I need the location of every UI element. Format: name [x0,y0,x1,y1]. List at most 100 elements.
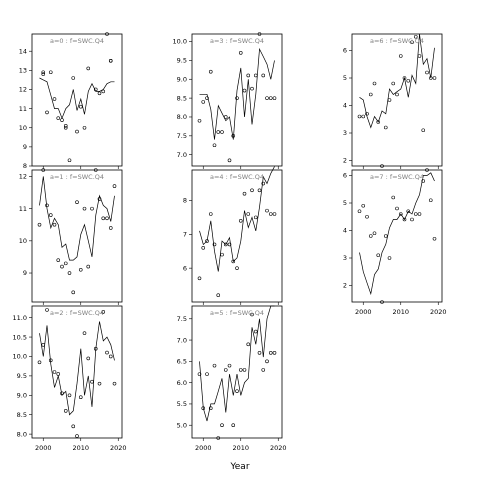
panel-1-point-7 [63,261,68,266]
panel-5-point-7 [223,368,228,372]
panel-3-point-7 [223,115,228,119]
x-axis-title: Year [229,462,249,472]
panel-6-point-2 [365,111,369,116]
panel-6-point-7 [383,125,388,130]
panel-6-point-19 [428,76,433,80]
panel-7-x-tick-label-1: 2010 [392,308,409,316]
panel-7-x-tick-label-2: 2020 [430,308,447,316]
panel-5-y-tick-label-0: 5.0 [177,421,187,429]
panel-3-point-16 [257,32,262,36]
panel-7-point-1 [361,203,366,208]
panel-3-y-tick-label-6: 10.0 [173,38,187,46]
panel-6-point-11 [398,54,403,58]
panel-5-point-14 [250,312,254,317]
panel-4-point-11 [238,218,243,223]
panel-7-point-2 [365,214,369,219]
panel-0-y-tick-label-0: 8 [23,162,27,170]
panel-6-fit-line [359,33,435,129]
panel-5-point-13 [246,342,251,347]
panel-3-point-1 [201,100,206,104]
panel-4-title: a=4 : f=SWC.Q4 [210,173,264,181]
panel-5-x-tick-label-1: 2010 [232,444,249,452]
panel-0-point-10 [71,76,76,80]
panel-2-point-6 [60,391,64,396]
panel-4-point-12 [242,191,247,196]
panel-5-point-2 [205,372,209,376]
panel-0-title: a=0 : f=SWC.Q4 [50,37,104,45]
panel-2-point-17 [101,310,106,314]
panel-2-point-2 [45,308,49,312]
panel-7-point-4 [372,231,377,236]
panel-7-point-15 [413,212,418,216]
panel-6-y-tick-label-3: 5 [343,74,347,82]
panel-4-point-7 [223,242,228,247]
panel-0-point-0 [41,70,46,75]
panel-7-y-tick-label-1: 3 [343,254,347,262]
panel-4-point-5 [216,293,221,298]
panel-1-point-14 [90,206,94,211]
panel-5-frame [191,305,283,439]
panel-3-point-3 [208,69,213,74]
panel-1-y-tick-label-1: 10 [19,237,27,245]
panel-2-point-14 [90,379,94,384]
panel-5-point-0 [197,372,202,376]
panel-4-fit-line [199,166,275,272]
panel-5-title: a=5 : f=SWC.Q4 [210,309,264,317]
panel-2-frame [31,305,123,439]
panel-4-point-4 [212,242,217,247]
panel-4-point-14 [250,188,254,193]
panel-1-fit-line [39,176,115,261]
panel-2-title: a=2 : f=SWC.Q4 [50,309,104,317]
panel-2-x-tick-label-0: 2000 [35,444,52,452]
panel-7-fit-line [359,172,435,296]
panel-7-y-tick-label-3: 5 [343,199,347,207]
panel-5-y-tick-label-4: 7.0 [177,336,187,344]
panel-3-point-15 [253,73,258,78]
panel-0-point-18 [105,32,109,36]
panel-5-point-8 [227,363,232,368]
panel-2-point-16 [97,381,102,386]
panel-3-y-tick-label-0: 7.0 [177,151,187,159]
panel-1-point-2 [45,203,49,208]
panel-1-point-10 [75,200,79,204]
panel-2-point-18 [105,350,109,355]
panel-6-title: a=6 : f=SWC.Q4 [370,37,424,45]
panel-7-point-19 [428,198,433,203]
panel-2-x-tick-label-2: 2020 [110,444,127,452]
panel-0-point-12 [78,104,83,109]
panel-7-y-tick-label-0: 2 [343,282,347,290]
panel-0-point-6 [60,118,64,122]
panel-3-y-tick-label-1: 7.5 [177,132,187,140]
panel-5-point-18 [265,359,269,364]
panel-4-point-16 [257,188,262,193]
panel-6-point-17 [421,128,426,133]
panel-4-y-tick-label-2: 8 [183,197,187,205]
panel-0-fit-line [39,77,115,120]
panel-6-y-tick-label-0: 2 [343,157,347,165]
panel-5-point-11 [238,368,243,372]
panel-2-y-tick-label-6: 11.0 [13,314,27,322]
panel-1-point-9 [71,290,76,295]
panel-7-point-8 [387,256,392,260]
panel-2-y-tick-label-1: 8.5 [17,411,27,419]
panel-6-point-1 [361,114,366,119]
panel-2-point-15 [93,346,98,351]
panel-0-y-tick-label-6: 14 [19,47,27,55]
panel-5-y-tick-label-3: 6.5 [177,358,187,366]
panel-7-point-5 [376,253,381,258]
panel-6-point-12 [402,76,407,80]
panel-0-point-15 [93,87,98,92]
panel-0-point-11 [75,129,79,134]
panel-5-y-tick-label-5: 7.5 [177,315,187,323]
panel-3-point-11 [238,51,243,55]
panel-0-point-17 [101,89,106,94]
panel-5-point-9 [231,423,236,428]
panel-3-point-18 [265,96,269,100]
panel-0-point-9 [67,158,72,163]
panel-6-point-0 [357,114,362,119]
panel-1-y-tick-label-0: 9 [23,269,27,277]
panel-4-point-13 [246,212,251,216]
panel-1-point-4 [52,222,57,227]
panel-4-point-8 [227,242,232,247]
panel-3-y-tick-label-2: 8.0 [177,113,187,121]
